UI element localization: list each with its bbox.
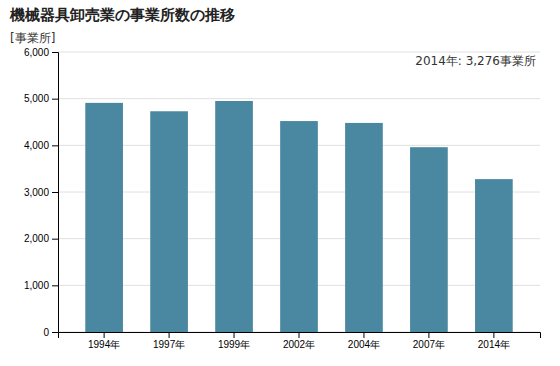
x-tick-label: 1994年 xyxy=(88,339,120,350)
y-tick-label: 3,000 xyxy=(24,187,49,198)
grid-line xyxy=(58,98,540,99)
y-tick-mark xyxy=(52,145,58,146)
y-axis-line xyxy=(52,53,59,333)
y-tick-label: 4,000 xyxy=(24,140,49,151)
y-tick-mark xyxy=(52,239,58,240)
chart-container: 0 1,000 2,000 3,000 4,000 5,000 6,000 1994年 1997… xyxy=(0,0,560,366)
x-tick-label: 2004年 xyxy=(348,339,380,350)
y-tick: 3,000 xyxy=(24,187,58,198)
y-tick: 1,000 xyxy=(24,280,58,291)
x-tick-mark xyxy=(493,332,494,338)
plot: 0 1,000 2,000 3,000 4,000 5,000 6,000 1994年 1997… xyxy=(24,47,541,350)
annotation: 2014年: 3,276事業所 xyxy=(415,54,536,68)
x-tick-label: 2014年 xyxy=(478,339,510,350)
y-tick: 4,000 xyxy=(24,140,58,151)
x-tick-mark xyxy=(104,332,105,338)
bar xyxy=(345,123,383,332)
bar xyxy=(280,121,318,332)
grid xyxy=(58,52,540,332)
x-tick-mark xyxy=(299,332,300,338)
x-tick-mark xyxy=(234,332,235,338)
y-tick-label: 0 xyxy=(43,327,49,338)
x-tick: 2007年 xyxy=(413,332,445,350)
y-tick: 0 xyxy=(43,327,58,338)
x-tick: 2002年 xyxy=(283,332,315,350)
x-tick-mark xyxy=(363,332,364,338)
bar xyxy=(475,179,513,332)
x-tick: 1997年 xyxy=(153,332,185,350)
y-tick-label: 2,000 xyxy=(24,233,49,244)
y-axis-label: [事業所] xyxy=(10,31,55,45)
title: 機械器具卸売業の事業所数の推移 xyxy=(9,6,235,24)
y-tick: 6,000 xyxy=(24,47,58,58)
y-tick-label: 6,000 xyxy=(24,47,49,58)
chart: 0 1,000 2,000 3,000 4,000 5,000 6,000 1994年 1997… xyxy=(0,0,560,366)
x-axis-line xyxy=(59,333,541,339)
y-tick-mark xyxy=(52,285,58,286)
x-axis: 1994年 1997年 1999年 2002年 2004年 2007年 2014年 xyxy=(59,332,541,350)
x-tick-mark xyxy=(169,332,170,338)
y-tick-mark xyxy=(52,52,58,53)
x-tick: 2014年 xyxy=(478,332,510,350)
y-tick-label: 5,000 xyxy=(24,93,49,104)
x-tick: 1999年 xyxy=(218,332,250,350)
x-tick: 2004年 xyxy=(348,332,380,350)
bar xyxy=(150,111,188,332)
y-tick-mark xyxy=(52,99,58,100)
y-tick: 5,000 xyxy=(24,93,58,104)
x-tick-label: 1997年 xyxy=(153,339,185,350)
bar xyxy=(215,101,253,332)
y-axis: 0 1,000 2,000 3,000 4,000 5,000 6,000 xyxy=(24,47,59,338)
x-tick-label: 1999年 xyxy=(218,339,250,350)
bar xyxy=(85,103,123,332)
bar xyxy=(410,147,448,332)
x-tick-label: 2007年 xyxy=(413,339,445,350)
x-tick-mark xyxy=(428,332,429,338)
y-tick-label: 1,000 xyxy=(24,280,49,291)
y-tick-mark xyxy=(52,192,58,193)
y-tick: 2,000 xyxy=(24,233,58,244)
x-tick: 1994年 xyxy=(88,332,120,350)
x-tick-label: 2002年 xyxy=(283,339,315,350)
grid-line xyxy=(58,52,540,53)
bars xyxy=(85,101,512,332)
y-tick-mark xyxy=(52,332,58,333)
